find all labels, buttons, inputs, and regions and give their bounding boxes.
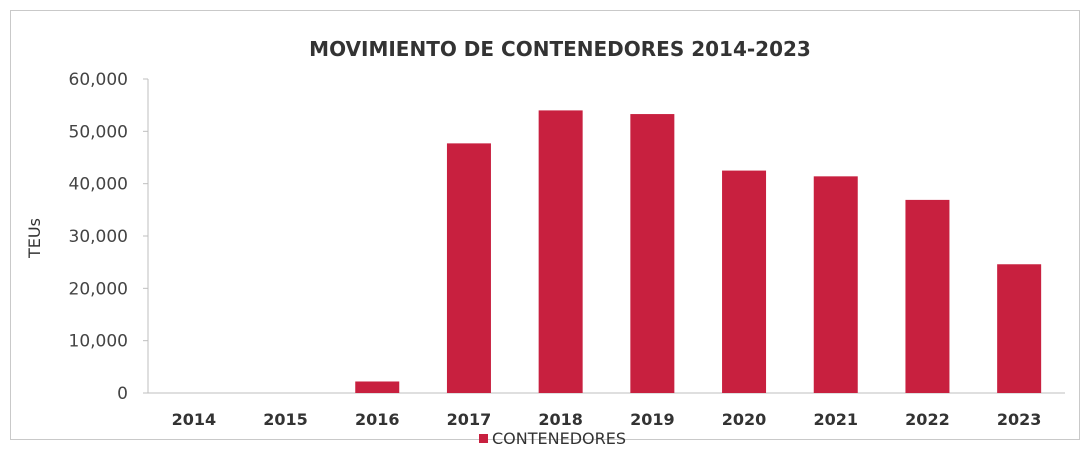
bar-2023 — [997, 264, 1042, 393]
x-tick-label: 2016 — [355, 410, 400, 429]
y-tick-label: 40,000 — [69, 175, 128, 195]
y-tick-label: 30,000 — [69, 227, 128, 247]
x-tick-label: 2015 — [263, 410, 308, 429]
y-tick-label: 50,000 — [69, 122, 128, 142]
y-axis-label: TEUs — [25, 218, 44, 259]
bar-2016 — [355, 381, 400, 393]
bar-2017 — [446, 143, 491, 393]
x-tick-label: 2018 — [538, 410, 583, 429]
bar-2018 — [538, 110, 583, 394]
x-tick-label: 2023 — [997, 410, 1042, 429]
bar-2022 — [905, 199, 950, 393]
bar-2020 — [722, 170, 767, 393]
y-tick-label: 60,000 — [69, 70, 128, 90]
bar-2019 — [630, 114, 675, 394]
x-tick-label: 2020 — [722, 410, 767, 429]
legend-label: CONTENEDORES — [492, 429, 626, 448]
y-tick-label: 10,000 — [69, 332, 128, 352]
bars — [355, 110, 1042, 394]
chart-title: MOVIMIENTO DE CONTENEDORES 2014-2023 — [309, 37, 811, 61]
x-ticks: 2014 2015 2016 2017 2018 2019 2020 2021 2022 2023 — [172, 410, 1042, 429]
bar-2021 — [813, 176, 858, 393]
y-tick-label: 20,000 — [69, 279, 128, 299]
x-tick-label: 2019 — [630, 410, 675, 429]
x-tick-label: 2021 — [813, 410, 858, 429]
y-ticks: 0 10,000 20,000 30,000 40,000 50,000 60,000 — [69, 70, 148, 404]
x-tick-label: 2017 — [447, 410, 492, 429]
x-tick-label: 2014 — [172, 410, 217, 429]
legend-swatch — [479, 434, 488, 443]
x-tick-label: 2022 — [905, 410, 950, 429]
y-tick-label: 0 — [117, 384, 128, 404]
legend: CONTENEDORES — [479, 429, 626, 448]
